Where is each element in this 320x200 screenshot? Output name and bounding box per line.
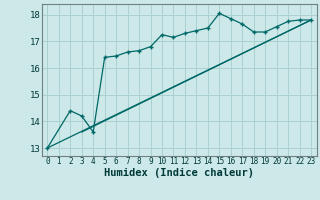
X-axis label: Humidex (Indice chaleur): Humidex (Indice chaleur) <box>104 168 254 178</box>
